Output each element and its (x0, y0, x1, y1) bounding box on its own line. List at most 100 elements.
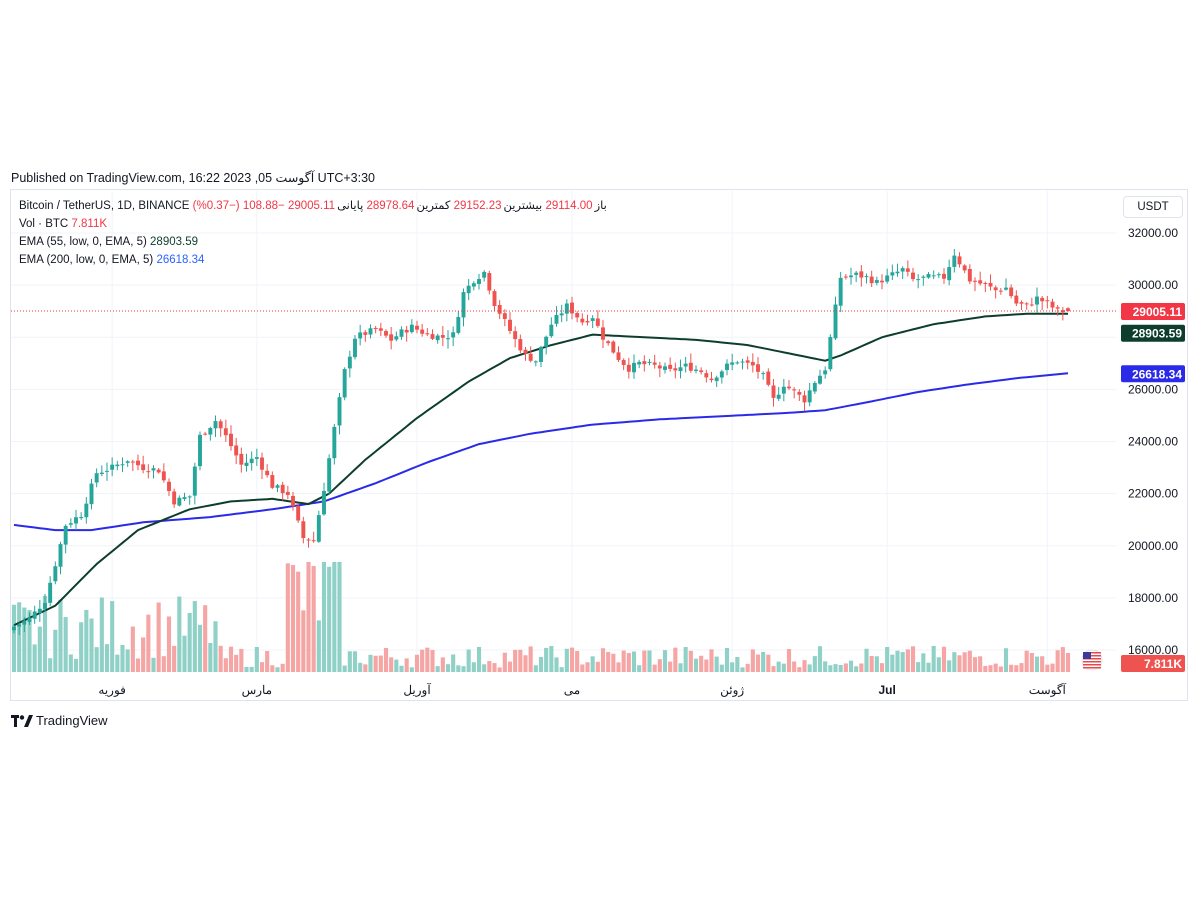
ema200-badge-text: 26618.34 (1132, 367, 1182, 381)
candle-body (735, 362, 740, 364)
currency-button[interactable]: USDT (1123, 196, 1183, 218)
candle (420, 323, 425, 337)
candle (595, 310, 600, 328)
candle (1024, 302, 1029, 310)
candle (79, 512, 84, 520)
candle-body (373, 328, 378, 330)
candle (58, 541, 63, 575)
candle-body (291, 495, 295, 507)
volume-bar (1065, 652, 1071, 672)
volume-bar (616, 662, 621, 672)
candle (880, 274, 884, 290)
candle (559, 304, 564, 323)
volume-bar (182, 635, 187, 672)
legend-low-label: کمترین (416, 200, 451, 212)
candle-body (642, 361, 647, 365)
candle (637, 359, 642, 369)
candle (843, 274, 848, 280)
candle (849, 267, 853, 285)
candle (68, 518, 73, 528)
candle (378, 322, 383, 337)
candle-body (368, 328, 373, 335)
x-tick-label: مارس (242, 683, 273, 697)
candle-body (378, 328, 383, 331)
candle (921, 275, 926, 286)
flag-stripe (1083, 652, 1101, 654)
candle (967, 264, 972, 284)
candle-body (363, 332, 368, 335)
candle-body (311, 540, 316, 542)
candle (864, 273, 869, 284)
volume-bar (750, 649, 755, 672)
candle (668, 357, 673, 372)
candle (590, 315, 595, 329)
candle-body (988, 283, 993, 287)
candle (823, 366, 828, 379)
candle-body (1050, 301, 1055, 308)
candle (983, 281, 988, 293)
candle-body (451, 332, 456, 338)
candle (53, 561, 58, 585)
volume-bar (910, 646, 916, 672)
candle (430, 329, 435, 340)
candle-body (89, 483, 94, 505)
chart-frame[interactable] (10, 189, 1188, 701)
candle (1009, 284, 1014, 299)
volume-bar (544, 647, 549, 672)
candle-body (353, 338, 357, 358)
volume-bar (316, 620, 321, 672)
candle-body (477, 279, 481, 284)
price-badge-bg (1121, 303, 1185, 321)
volume-bar (414, 654, 420, 672)
volume-bar (466, 649, 471, 672)
legend-open: 29114.00 (545, 200, 593, 212)
volume-bar (916, 662, 921, 672)
candle-body (192, 466, 197, 496)
candle (94, 468, 99, 488)
volume-bar (1055, 650, 1060, 672)
volume-bar (94, 647, 99, 672)
candle-body (456, 317, 461, 333)
volume-bar (177, 596, 182, 672)
candle-body (864, 276, 869, 278)
volume-bar (373, 655, 378, 672)
candle (740, 358, 745, 370)
candle-body (332, 426, 337, 459)
volume-bar (120, 645, 125, 672)
candle-body (1035, 296, 1039, 305)
candle (291, 492, 295, 511)
candle-body (151, 468, 156, 471)
ema200-badge-bg (1121, 365, 1185, 383)
legend-symbol[interactable]: Bitcoin / TetherUS, 1D, BINANCE (19, 200, 190, 212)
candle (368, 324, 373, 339)
candle (316, 510, 321, 544)
volume-bar (358, 662, 363, 672)
candle (570, 296, 574, 320)
candle-body (229, 433, 233, 447)
volume-bar (828, 665, 833, 672)
candle-body (978, 280, 983, 284)
candle (962, 264, 967, 274)
volume-bar (378, 655, 383, 672)
legend-ema55-row[interactable]: EMA (55, low, 0, EMA, 5) 28903.59 (19, 235, 198, 249)
candle-body (828, 337, 833, 370)
volume-bar (926, 662, 931, 672)
volume-bar (203, 605, 208, 672)
candle-body (626, 364, 631, 372)
candle (564, 299, 569, 322)
candle-body (590, 318, 595, 321)
candle-body (528, 353, 533, 361)
candle (244, 453, 249, 472)
gridlines (11, 191, 1116, 672)
candle-body (43, 603, 47, 609)
tradingview-brand[interactable]: TradingView (11, 713, 108, 729)
candle (492, 289, 497, 311)
candle-body (327, 458, 332, 492)
candle (487, 270, 492, 295)
volume-bar (296, 571, 301, 672)
candle (146, 464, 151, 479)
legend-volume-row[interactable]: Vol · BTC 7.811K (19, 217, 107, 231)
legend-ema200-row[interactable]: EMA (200, low, 0, EMA, 5) 26618.34 (19, 253, 204, 267)
candle-body (1019, 302, 1024, 304)
